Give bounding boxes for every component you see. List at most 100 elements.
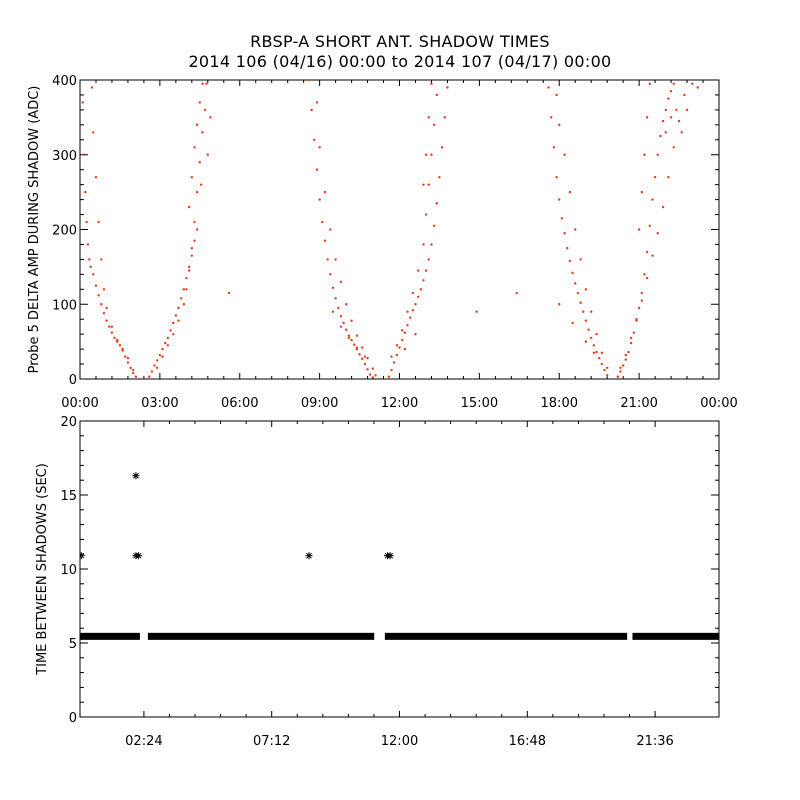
data-point — [148, 375, 151, 378]
data-point — [619, 370, 622, 373]
data-point — [198, 161, 202, 164]
data-point — [621, 364, 625, 367]
data-point — [629, 336, 633, 340]
plot-frame — [79, 420, 720, 718]
y-tick-label: 15 — [60, 489, 77, 504]
data-point — [121, 347, 124, 351]
data-point — [81, 101, 84, 104]
x-tick-label: 07:12 — [253, 734, 290, 749]
data-point — [90, 86, 94, 89]
data-point — [664, 131, 667, 134]
data-point — [558, 198, 561, 201]
data-point — [390, 368, 393, 372]
data-point — [339, 325, 343, 328]
data-point — [432, 123, 436, 127]
data-point — [390, 355, 393, 358]
data-point — [386, 552, 394, 560]
data-point — [643, 153, 646, 156]
data-point — [227, 291, 231, 295]
data-point — [134, 375, 138, 378]
y-tick-label: 0 — [69, 373, 77, 388]
data-point — [664, 108, 667, 112]
data-point — [398, 346, 401, 349]
chart-title-line-1: RBSP-A SHORT ANT. SHADOW TIMES — [250, 32, 550, 51]
data-point — [645, 276, 649, 280]
top-plot: 00:00 03:00 06:00 09:00 12:00 15:00 18:00 21:00… — [27, 74, 738, 411]
data-point — [387, 375, 391, 378]
data-point — [315, 168, 319, 171]
data-point — [661, 205, 665, 209]
data-point — [395, 344, 399, 347]
data-point — [331, 286, 335, 290]
data-point — [195, 190, 199, 194]
data-point — [435, 202, 438, 205]
data-point — [187, 205, 191, 209]
data-point — [201, 131, 204, 134]
data-point — [563, 153, 566, 156]
data-point — [443, 116, 446, 119]
data-point — [475, 310, 478, 313]
y-tick-label: 100 — [52, 298, 77, 313]
data-point — [97, 220, 100, 224]
data-point — [430, 243, 433, 246]
data-point — [313, 138, 316, 141]
data-point — [515, 291, 518, 295]
data-point — [424, 269, 428, 272]
data-point — [158, 353, 162, 357]
x-tick-label: 06:00 — [221, 396, 258, 411]
data-point — [427, 258, 430, 261]
data-point — [427, 183, 430, 186]
data-point — [432, 224, 436, 227]
data-point — [595, 332, 598, 336]
data-point — [132, 371, 135, 375]
data-point — [392, 361, 396, 364]
data-point — [88, 258, 91, 261]
data-point — [171, 332, 175, 336]
data-point — [185, 288, 188, 291]
data-point — [102, 312, 106, 315]
data-point — [185, 276, 188, 280]
data-point — [347, 336, 351, 340]
x-tick-label: 09:00 — [301, 396, 338, 411]
data-point — [563, 232, 566, 235]
y-axis-label: TIME BETWEEN SHADOWS (SEC) — [35, 463, 50, 676]
data-point — [337, 306, 340, 310]
data-point — [411, 309, 415, 312]
x-tick-label: 03:00 — [141, 396, 178, 411]
y-tick-label: 300 — [52, 149, 77, 164]
data-point — [406, 323, 409, 327]
data-point — [605, 374, 609, 377]
y-tick-label: 5 — [69, 637, 77, 652]
data-series — [80, 472, 719, 640]
data-point — [110, 325, 114, 328]
data-point — [624, 353, 628, 357]
data-point — [547, 86, 550, 89]
data-point — [414, 303, 417, 306]
data-point — [323, 190, 327, 194]
data-point — [182, 288, 186, 291]
data-point — [100, 303, 103, 306]
data-band — [384, 632, 628, 640]
data-point — [169, 329, 172, 332]
data-point — [597, 356, 601, 360]
data-point — [637, 306, 641, 310]
data-point — [105, 306, 108, 310]
data-point — [592, 351, 596, 355]
data-point — [153, 364, 156, 367]
data-point — [616, 375, 620, 378]
data-point — [640, 291, 643, 295]
data-point — [339, 280, 343, 284]
data-point — [576, 291, 580, 295]
data-point — [653, 175, 657, 179]
data-point — [558, 303, 561, 306]
data-point — [100, 258, 103, 261]
data-point — [571, 271, 574, 275]
data-point — [331, 310, 335, 313]
data-point — [435, 93, 438, 97]
data-point — [627, 350, 630, 354]
x-tick-label: 16:48 — [509, 734, 546, 749]
data-point — [366, 356, 369, 360]
x-tick-label: 12:00 — [381, 734, 418, 749]
data-point — [85, 220, 88, 224]
